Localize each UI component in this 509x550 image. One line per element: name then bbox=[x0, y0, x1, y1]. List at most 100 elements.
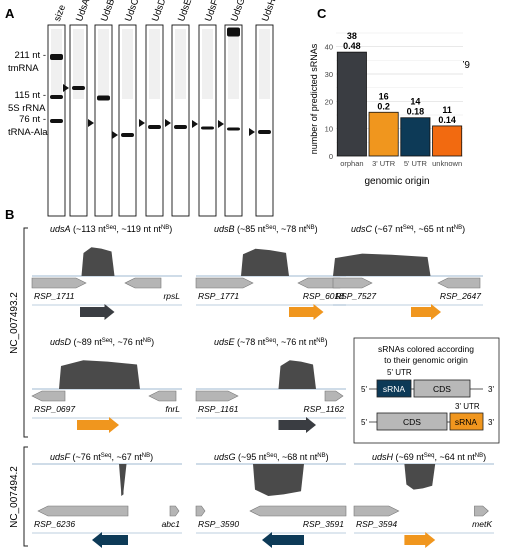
blot-band bbox=[148, 125, 161, 129]
gene-label: RSP_3590 bbox=[198, 519, 239, 529]
chart-bar bbox=[432, 125, 463, 157]
band-arrowhead bbox=[88, 119, 94, 127]
blot-band bbox=[258, 130, 271, 134]
chromosome-bracket-1 bbox=[23, 227, 28, 438]
legend-cds-box-2 bbox=[376, 412, 448, 431]
chart-bar-fraction-label: 0.14 bbox=[438, 115, 456, 125]
chart-bar bbox=[368, 111, 399, 157]
lane-smear bbox=[51, 29, 62, 99]
marker-rna-label: 5S rRNA bbox=[8, 103, 46, 114]
legend-3prime-end-2: 3' bbox=[488, 418, 494, 427]
gene-label: RSP_1711 bbox=[34, 291, 75, 301]
coverage-track-udsA: udsA (~113 ntSeq, ~119 nt ntNB) RSP_1711 r… bbox=[31, 224, 182, 320]
legend-cds-box-1 bbox=[413, 379, 471, 398]
chart-y-tick-label: 30 bbox=[325, 70, 333, 79]
band-arrowhead bbox=[218, 120, 224, 128]
gene-label: RSP_7527 bbox=[335, 291, 376, 301]
gene-label: abc1 bbox=[162, 519, 181, 529]
marker-rna-label: tRNA-Ala bbox=[8, 127, 48, 138]
gene-arrow bbox=[437, 277, 481, 289]
srna-arrow bbox=[262, 532, 304, 548]
chart-bar-fraction-label: 0.48 bbox=[343, 41, 361, 51]
coverage-peak bbox=[404, 464, 436, 490]
chart-y-tick-label: 40 bbox=[325, 43, 333, 52]
gene-label: RSP_3591 bbox=[303, 519, 344, 529]
blot-band bbox=[227, 27, 240, 37]
coverage-peak bbox=[253, 464, 304, 496]
gene-label: fnrL bbox=[165, 404, 180, 414]
gene-arrow bbox=[148, 390, 177, 402]
chart-x-tick-label: 5' UTR bbox=[404, 159, 428, 168]
chromosome-label-1: NC_007493.2 bbox=[9, 292, 20, 354]
legend-title-line2: to their genomic origin bbox=[384, 355, 468, 365]
blot-band bbox=[121, 133, 134, 137]
coverage-peak bbox=[59, 360, 140, 389]
gene-arrow bbox=[195, 277, 254, 289]
gene-label: rpsL bbox=[163, 291, 180, 301]
track-title: udsG (~95 ntSeq, ~68 nt ntNB) bbox=[214, 452, 329, 462]
srna-arrow bbox=[289, 304, 324, 320]
lane-smear bbox=[202, 29, 213, 99]
chart-bar bbox=[400, 117, 431, 157]
coverage-track-udsD: udsD (~89 ntSeq, ~76 ntNB) RSP_0697 fnrL bbox=[31, 337, 182, 433]
coverage-peak bbox=[278, 360, 316, 389]
track-title: udsB (~85 ntSeq, ~78 ntNB) bbox=[214, 224, 318, 234]
lane-label: UdsF bbox=[203, 0, 221, 23]
srna-arrow bbox=[77, 417, 119, 433]
track-title: udsA (~113 ntSeq, ~119 nt ntNB) bbox=[50, 224, 172, 234]
lane-label: UdsC bbox=[123, 0, 142, 23]
chart-x-tick-label: 3' UTR bbox=[372, 159, 396, 168]
lane-smear bbox=[73, 29, 84, 99]
chart-bar-count-label: 14 bbox=[410, 97, 420, 107]
track-title: udsH (~69 ntSeq, ~64 nt ntNB) bbox=[372, 452, 486, 462]
marker-size-label: 115 nt - bbox=[14, 90, 46, 101]
lane-smear bbox=[98, 29, 109, 99]
gene-arrow bbox=[249, 505, 347, 517]
legend-srna-5utr-label: sRNA bbox=[383, 384, 406, 394]
coverage-track-udsG: udsG (~95 ntSeq, ~68 nt ntNB) RSP_3590 RSP… bbox=[195, 452, 347, 548]
srna-arrow bbox=[92, 532, 128, 548]
gene-arrow bbox=[324, 390, 344, 402]
coverage-track-udsH: udsH (~69 ntSeq, ~64 nt ntNB) RSP_3594 met… bbox=[353, 452, 494, 548]
lane-smear bbox=[122, 29, 133, 99]
chart-bar bbox=[336, 51, 367, 157]
marker-size-label: 211 nt - bbox=[14, 50, 46, 61]
gene-arrow bbox=[474, 505, 489, 517]
blot-band bbox=[72, 86, 85, 90]
gene-label: RSP_1162 bbox=[304, 404, 345, 414]
lane-label: UdsG bbox=[229, 0, 248, 23]
coverage-track-udsB: udsB (~85 ntSeq, ~78 ntNB) RSP_1771 RSP_60… bbox=[195, 224, 346, 320]
blot-band bbox=[50, 54, 63, 60]
chart-bar-fraction-label: 0.18 bbox=[407, 107, 425, 117]
srna-origin-bar-chart: n = 79 genomic origin number of predicte… bbox=[309, 31, 470, 187]
lane-label: UdsA bbox=[74, 0, 93, 23]
gene-label: RSP_6018 bbox=[303, 291, 344, 301]
chart-bar-count-label: 38 bbox=[347, 31, 357, 41]
legend-srna-3utr-box bbox=[449, 412, 484, 431]
srna-arrow bbox=[404, 532, 436, 548]
gene-label: RSP_2647 bbox=[440, 291, 481, 301]
track-title: udsF (~76 ntSeq, ~67 ntNB) bbox=[50, 452, 153, 462]
track-title: udsD (~89 ntSeq, ~76 ntNB) bbox=[50, 337, 154, 347]
legend-srna-5utr-box bbox=[376, 379, 412, 398]
chromosome-bracket-2 bbox=[23, 446, 28, 547]
chart-x-axis-label: genomic origin bbox=[364, 176, 429, 187]
legend-cds-label-1: CDS bbox=[433, 384, 451, 394]
genomic-origin-legend: sRNAs colored according to their genomic… bbox=[353, 337, 500, 444]
coverage-peak bbox=[81, 247, 115, 276]
srna-arrow bbox=[278, 417, 316, 433]
gene-arrow bbox=[195, 390, 239, 402]
gene-label: metK bbox=[472, 519, 492, 529]
lane-label: UdsB bbox=[99, 0, 117, 23]
lane-label: UdsE bbox=[176, 0, 194, 23]
chart-y-tick-label: 20 bbox=[325, 97, 333, 106]
gene-arrow bbox=[195, 505, 206, 517]
lane-smear bbox=[259, 29, 270, 99]
panel-b-letter: B bbox=[5, 207, 14, 222]
gene-label: RSP_1771 bbox=[198, 291, 239, 301]
gene-arrow bbox=[31, 277, 87, 289]
band-arrowhead bbox=[63, 84, 69, 92]
blot-band bbox=[97, 95, 110, 101]
